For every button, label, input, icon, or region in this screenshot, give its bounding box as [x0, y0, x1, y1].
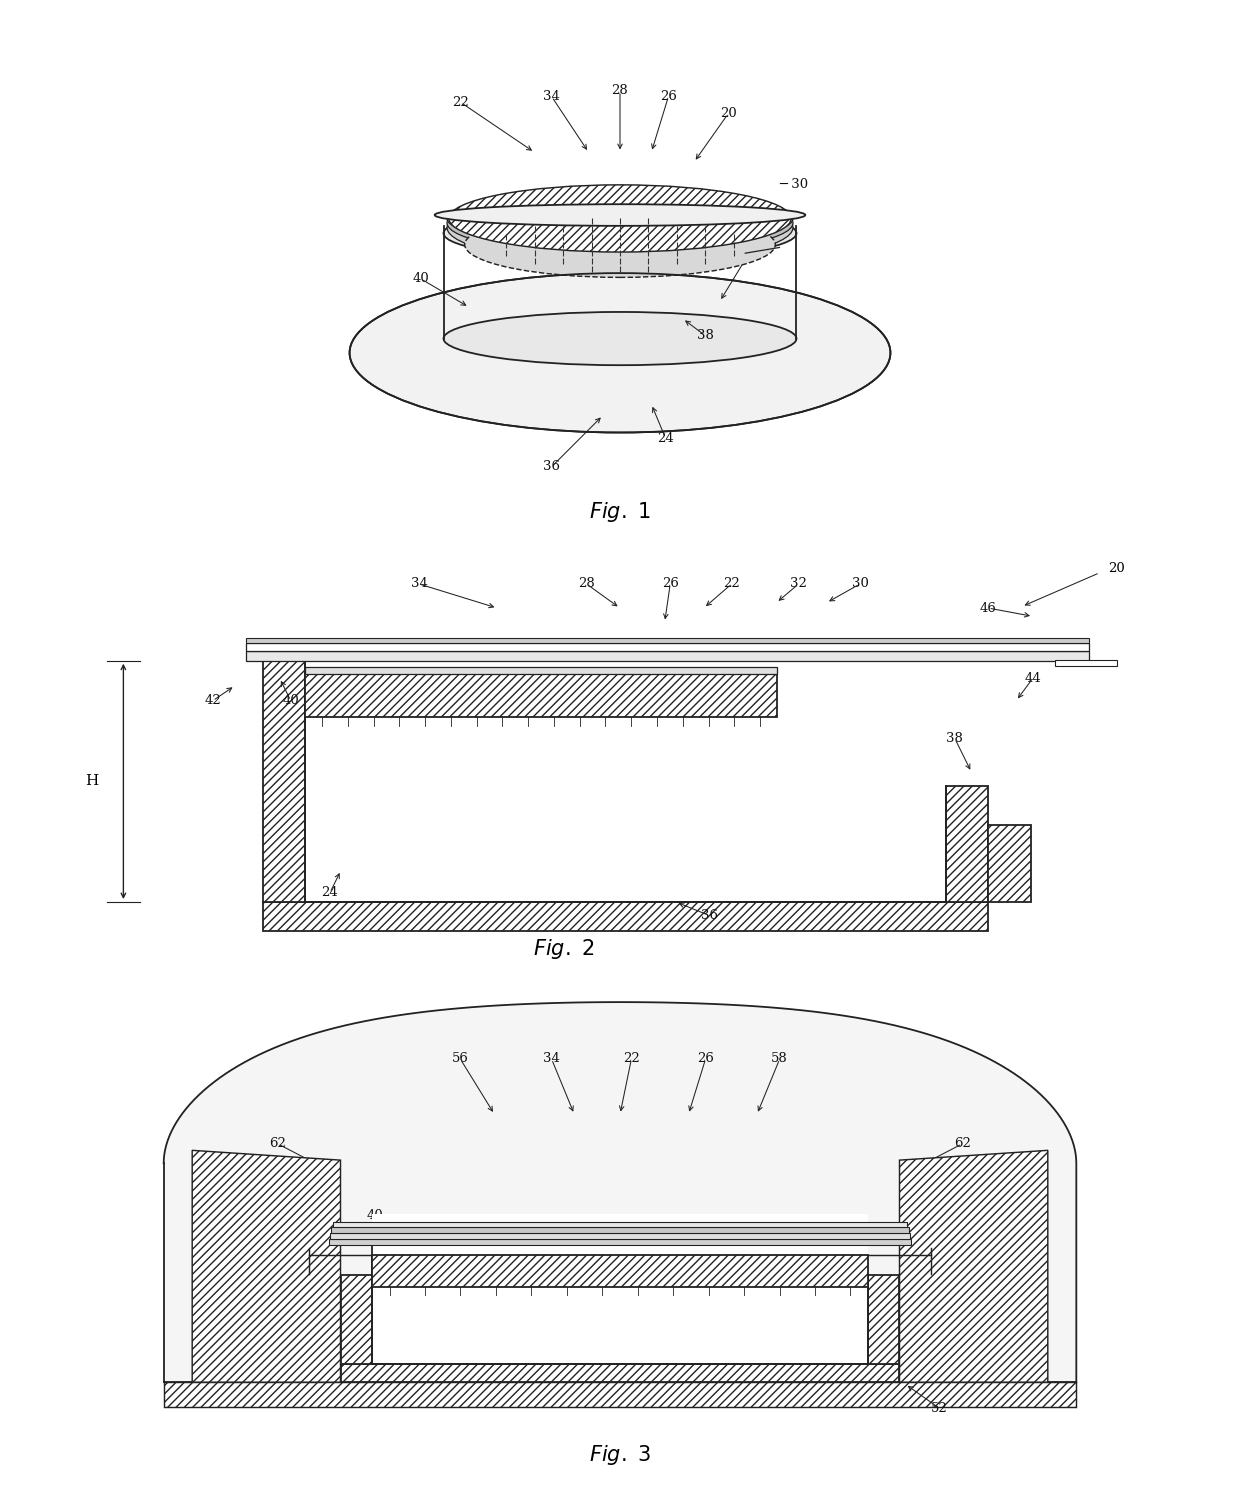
Bar — [332, 1222, 908, 1227]
Text: 62: 62 — [269, 1138, 286, 1150]
Ellipse shape — [448, 190, 792, 247]
Text: 40: 40 — [283, 695, 299, 707]
Ellipse shape — [448, 191, 792, 255]
Bar — [341, 1364, 899, 1382]
Text: 26: 26 — [660, 90, 677, 102]
Ellipse shape — [350, 273, 890, 433]
Bar — [263, 901, 988, 930]
Polygon shape — [899, 1150, 1048, 1382]
Ellipse shape — [465, 212, 775, 277]
Text: 60: 60 — [401, 1284, 418, 1298]
Text: 30: 30 — [852, 577, 868, 591]
Text: 34: 34 — [543, 90, 560, 102]
Bar — [246, 639, 1089, 643]
Text: 62: 62 — [954, 1138, 971, 1150]
Bar — [331, 1227, 909, 1233]
Text: 28: 28 — [611, 84, 629, 98]
Bar — [988, 824, 1030, 901]
Text: 32: 32 — [743, 244, 759, 256]
Text: 52: 52 — [931, 1402, 947, 1415]
Bar — [263, 660, 305, 901]
Ellipse shape — [448, 193, 792, 262]
Bar — [329, 1239, 911, 1245]
Text: 24: 24 — [657, 431, 673, 445]
Text: 40: 40 — [413, 273, 429, 285]
Polygon shape — [164, 1002, 1076, 1382]
Text: 22: 22 — [622, 1052, 640, 1065]
Text: 44: 44 — [1024, 672, 1042, 684]
Text: 50: 50 — [977, 1197, 993, 1209]
Text: ─ 30: ─ 30 — [780, 178, 808, 191]
Text: 22: 22 — [723, 577, 740, 591]
Bar — [341, 1275, 372, 1364]
Ellipse shape — [444, 206, 796, 259]
Text: $\mathit{Fig.\ 2}$: $\mathit{Fig.\ 2}$ — [533, 937, 595, 961]
Text: 24: 24 — [321, 886, 339, 900]
Bar — [372, 1213, 868, 1364]
Text: 26: 26 — [697, 1052, 714, 1065]
Bar — [1055, 660, 1117, 666]
Text: 22: 22 — [453, 96, 469, 109]
Text: 36: 36 — [701, 909, 718, 922]
Text: 56: 56 — [451, 1052, 469, 1065]
Polygon shape — [192, 1150, 341, 1382]
Bar — [305, 654, 946, 901]
Bar — [305, 671, 776, 717]
Text: 46: 46 — [980, 601, 997, 615]
Text: 42: 42 — [205, 695, 221, 707]
Bar — [868, 1275, 899, 1364]
Text: 34: 34 — [410, 577, 428, 591]
Text: 38: 38 — [946, 732, 963, 744]
Bar — [946, 787, 988, 901]
Text: 20: 20 — [646, 1298, 662, 1310]
Text: 28: 28 — [578, 1295, 594, 1307]
Ellipse shape — [444, 312, 796, 365]
Text: $\mathit{Fig.\ 3}$: $\mathit{Fig.\ 3}$ — [589, 1444, 651, 1468]
Bar — [305, 666, 776, 675]
Text: 36: 36 — [543, 460, 560, 473]
Text: H: H — [86, 775, 99, 788]
Bar — [246, 643, 1089, 651]
Text: $\mathit{Fig.\ 1}$: $\mathit{Fig.\ 1}$ — [589, 500, 651, 523]
Text: 32: 32 — [790, 577, 807, 591]
Text: 20: 20 — [1109, 562, 1125, 576]
Text: 60: 60 — [794, 1284, 811, 1298]
Bar — [372, 1255, 868, 1287]
Ellipse shape — [435, 205, 805, 226]
Text: 24: 24 — [497, 1295, 515, 1307]
Bar — [330, 1233, 910, 1239]
Text: 40: 40 — [366, 1209, 383, 1222]
Text: 34: 34 — [543, 1052, 560, 1065]
Text: 54: 54 — [720, 1291, 737, 1304]
Text: 20: 20 — [719, 107, 737, 121]
Bar — [246, 651, 1089, 660]
Bar — [164, 1382, 1076, 1408]
Ellipse shape — [449, 185, 791, 252]
Text: 26: 26 — [662, 577, 678, 591]
Text: 28: 28 — [578, 577, 595, 591]
Text: 58: 58 — [771, 1052, 789, 1065]
Text: 38: 38 — [697, 329, 714, 342]
